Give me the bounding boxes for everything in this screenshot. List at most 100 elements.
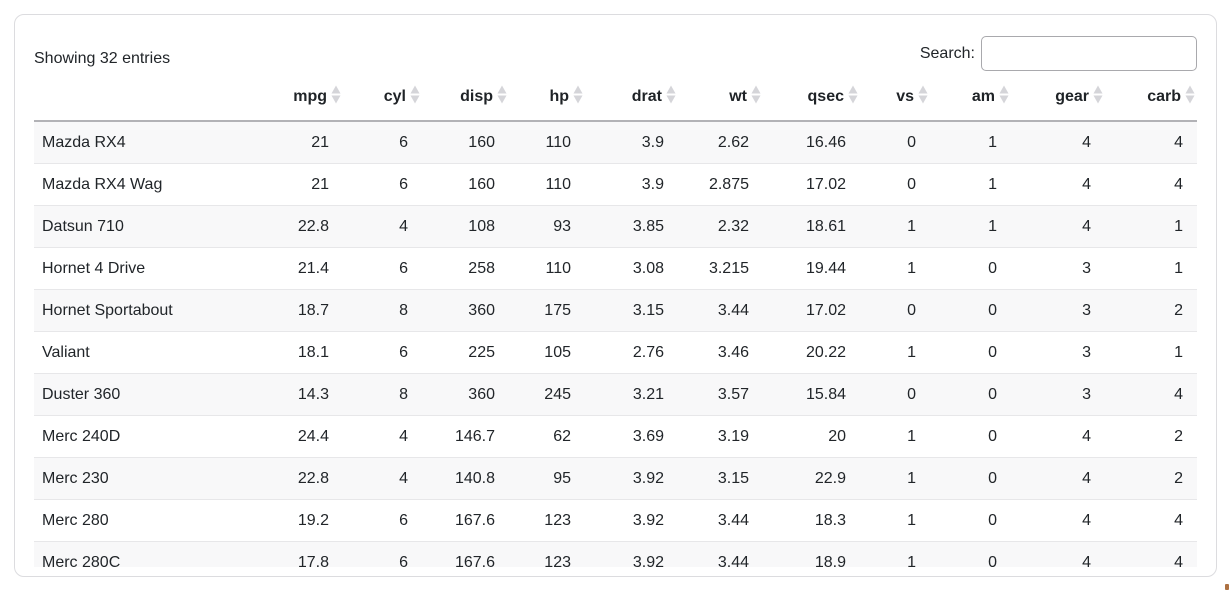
column-label: carb (1147, 88, 1181, 105)
cell-am: 0 (930, 415, 1011, 458)
cell-qsec: 20.22 (763, 331, 860, 374)
cell-wt: 3.215 (678, 247, 763, 290)
table-container: mpg cyl disp hp drat wt qsec vs am gear carb Mazda… (34, 78, 1197, 567)
cell-carb: 2 (1105, 457, 1197, 500)
table-header-row: mpg cyl disp hp drat wt qsec vs am gear carb (34, 78, 1197, 122)
cell-cyl: 6 (343, 331, 422, 374)
cell-drat: 3.15 (585, 289, 678, 332)
column-header-wt[interactable]: wt (678, 78, 763, 122)
datatable-card: Showing 32 entries Search: mpg cyl disp hp d… (14, 14, 1217, 577)
column-header-carb[interactable]: carb (1105, 78, 1197, 122)
table-row: Merc 230 22.8 4 140.8 95 3.92 3.15 22.9 1 0 4 2 (34, 457, 1197, 500)
cell-cyl: 6 (343, 499, 422, 542)
column-header-drat[interactable]: drat (585, 78, 678, 122)
cell-drat: 3.92 (585, 457, 678, 500)
cell-name: Hornet Sportabout (34, 289, 264, 332)
cell-disp: 258 (422, 247, 509, 290)
column-header-disp[interactable]: disp (422, 78, 509, 122)
cell-qsec: 18.3 (763, 499, 860, 542)
cell-vs: 0 (907, 134, 916, 151)
column-label: am (971, 88, 995, 105)
column-header-mpg[interactable]: mpg (264, 78, 343, 122)
column-header-gear[interactable]: gear (1011, 78, 1105, 122)
table-row: Hornet 4 Drive 21.4 6 258 110 3.08 3.215 19.44 1… (34, 247, 1197, 290)
cell-hp: 123 (509, 499, 585, 542)
cell-drat: 2.76 (585, 331, 678, 374)
cell-name: Merc 230 (34, 457, 264, 500)
column-header-cyl[interactable]: cyl (343, 78, 422, 122)
cell-cyl: 4 (343, 205, 422, 248)
cell-qsec: 18.9 (763, 541, 860, 567)
cell-mpg: 21 (264, 163, 343, 206)
screen-artifact-dot (1225, 584, 1229, 590)
cell-hp: 175 (509, 289, 585, 332)
cell-am: 1 (930, 163, 1011, 206)
column-label: wt (729, 88, 747, 105)
column-label: vs (896, 88, 914, 105)
cell-vs: 1 (860, 247, 930, 290)
column-label: drat (631, 88, 662, 105)
cell-name: Merc 280 (34, 499, 264, 542)
cell-cyl: 4 (343, 457, 422, 500)
cell-vs: 0 (860, 289, 930, 332)
column-header-am[interactable]: am (930, 78, 1011, 122)
cell-mpg: 14.3 (264, 373, 343, 416)
cell-gear: 4 (1082, 134, 1091, 151)
cell-cyl: 4 (343, 415, 422, 458)
sort-icon (573, 85, 583, 110)
search-control: Search: (920, 36, 1197, 71)
cell-carb: 1 (1105, 331, 1197, 374)
cell-qsec: 17.02 (763, 289, 860, 332)
cell-gear: 4 (1011, 415, 1105, 458)
cell-disp: 160 (468, 134, 495, 151)
table-row: Merc 240D 24.4 4 146.7 62 3.69 3.19 20 1 0 4 2 (34, 415, 1197, 458)
cell-mpg: 18.1 (264, 331, 343, 374)
cell-disp: 360 (422, 289, 509, 332)
cell-name: Merc 280C (34, 541, 264, 567)
cell-name: Datsun 710 (34, 205, 264, 248)
cell-mpg: 22.8 (264, 205, 343, 248)
sort-icon (999, 85, 1009, 110)
cell-am: 0 (930, 541, 1011, 567)
column-header-name (34, 78, 264, 122)
cell-drat: 3.08 (585, 247, 678, 290)
cell-am: 0 (930, 373, 1011, 416)
cell-mpg: 21.4 (264, 247, 343, 290)
column-header-hp[interactable]: hp (509, 78, 585, 122)
cell-gear: 4 (1011, 499, 1105, 542)
cell-drat: 3.69 (585, 415, 678, 458)
column-header-qsec[interactable]: qsec (763, 78, 860, 122)
cell-wt: 3.15 (678, 457, 763, 500)
cell-disp: 167.6 (422, 499, 509, 542)
cell-am: 1 (930, 205, 1011, 248)
cell-hp: 62 (509, 415, 585, 458)
column-header-vs[interactable]: vs (860, 78, 930, 122)
cell-disp: 160 (422, 163, 509, 206)
cell-carb: 1 (1105, 205, 1197, 248)
cell-drat: 3.92 (585, 499, 678, 542)
cell-am: 0 (930, 289, 1011, 332)
cell-wt: 3.44 (678, 541, 763, 567)
cell-qsec: 16.46 (805, 134, 846, 151)
cell-wt: 2.32 (678, 205, 763, 248)
column-label: qsec (807, 88, 844, 105)
cell-gear: 4 (1011, 541, 1105, 567)
cell-disp: 360 (422, 373, 509, 416)
cell-name: Valiant (34, 331, 264, 374)
data-table: mpg cyl disp hp drat wt qsec vs am gear carb Mazda… (34, 78, 1197, 567)
cell-cyl: 8 (343, 289, 422, 332)
cell-mpg: 17.8 (264, 541, 343, 567)
cell-vs: 1 (860, 331, 930, 374)
cell-drat: 3.9 (641, 134, 664, 151)
table-row: Merc 280 19.2 6 167.6 123 3.92 3.44 18.3 1 0 4 4 (34, 499, 1197, 542)
cell-drat: 3.92 (585, 541, 678, 567)
cell-cyl: 6 (343, 247, 422, 290)
cell-wt: 3.44 (678, 499, 763, 542)
cell-cyl: 6 (343, 541, 422, 567)
search-input[interactable] (981, 36, 1197, 71)
cell-name: Duster 360 (34, 373, 264, 416)
cell-mpg: 21 (311, 134, 329, 151)
cell-disp: 146.7 (422, 415, 509, 458)
cell-hp: 93 (509, 205, 585, 248)
table-row: Mazda RX4 Wag 21 6 160 110 3.9 2.875 17.02 0 1 4 4 (34, 163, 1197, 206)
